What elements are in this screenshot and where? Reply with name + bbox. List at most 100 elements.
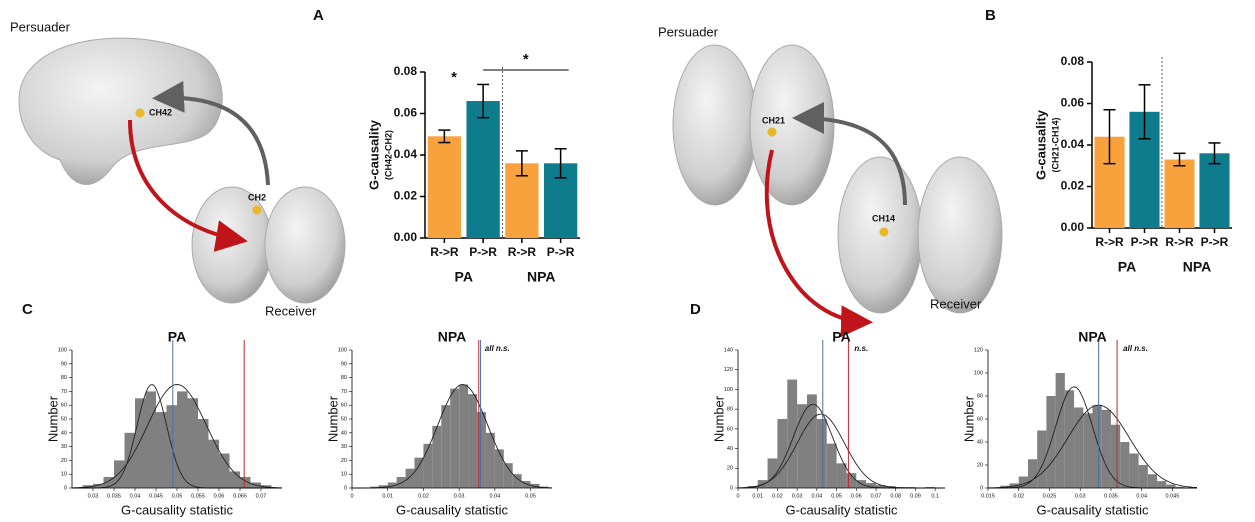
fit-curve — [72, 384, 282, 489]
annotation: all n.s. — [485, 344, 510, 353]
y-axis-label: G-causality — [1033, 109, 1048, 180]
x-tick-label: 0.01 — [382, 493, 393, 499]
x-tick-label: 0.02 — [418, 493, 429, 499]
x-axis-label: G-causality statistic — [121, 502, 233, 517]
chart-title: NPA — [1078, 329, 1107, 345]
x-tick-label: 0.045 — [1166, 493, 1180, 499]
bar — [1199, 153, 1230, 228]
annotation: all n.s. — [1123, 344, 1148, 353]
x-axis-label: G-causality statistic — [786, 502, 898, 517]
role-label: Receiver — [930, 296, 982, 311]
fit-curve — [987, 404, 1198, 489]
y-tick-label: 40 — [727, 446, 733, 452]
histogram-bar — [177, 391, 188, 488]
x-tick-label: 0.05 — [172, 493, 183, 499]
histogram-bar — [836, 463, 847, 488]
histogram-bar — [387, 482, 397, 488]
x-tick-label: R->R — [430, 245, 459, 259]
x-tick-label: 0.035 — [1104, 493, 1118, 499]
histogram-bar — [93, 483, 104, 488]
histogram-bar — [369, 486, 379, 488]
x-tick-label: 0.1 — [931, 493, 939, 499]
x-tick-label: 0.06 — [851, 493, 862, 499]
y-tick-label: 30 — [341, 444, 347, 450]
histogram-bar — [485, 432, 495, 488]
y-tick-label: 20 — [61, 458, 67, 464]
x-tick-label: 0.05 — [831, 493, 842, 499]
y-tick-label: 20 — [977, 462, 983, 468]
x-axis-label: G-causality statistic — [396, 502, 508, 517]
x-tick-label: 0.07 — [256, 493, 267, 499]
histogram-bar — [114, 460, 125, 488]
histogram-bar — [378, 485, 388, 488]
histogram-bar — [530, 483, 540, 488]
channel-label: CH42 — [149, 107, 172, 117]
histogram-bar — [816, 419, 827, 488]
bar — [427, 136, 462, 238]
significance-star: * — [451, 69, 457, 86]
histogram-bar — [240, 476, 251, 488]
histogram-bar — [876, 485, 886, 488]
histogram-bar — [1147, 474, 1158, 488]
histogram-bar — [1092, 405, 1102, 488]
y-tick-label: 10 — [341, 472, 347, 478]
y-axis-label: Number — [961, 395, 976, 442]
chart-title: PA — [832, 329, 850, 345]
histogram-bar — [187, 398, 198, 488]
y-tick-label: 90 — [341, 361, 347, 367]
x-tick-label: 0.06 — [214, 493, 225, 499]
x-axis-label: G-causality statistic — [1037, 502, 1149, 517]
histogram-bar — [135, 398, 146, 488]
y-tick-label: 0 — [344, 485, 347, 491]
x-tick-label: 0.035 — [107, 493, 121, 499]
y-tick-label: 100 — [338, 347, 347, 353]
y-tick-label: 0.04 — [1061, 137, 1085, 151]
histogram-bar — [777, 419, 788, 488]
histogram-bar — [787, 379, 798, 488]
x-tick-label: 0 — [736, 493, 739, 499]
y-tick-label: 70 — [341, 389, 347, 395]
panel-label: A — [313, 7, 324, 24]
y-tick-label: 60 — [341, 403, 347, 409]
y-tick-label: 0.02 — [1061, 179, 1085, 193]
role-label: Persuader — [10, 19, 71, 34]
role-label: Receiver — [265, 303, 317, 318]
x-tick-label: 0.05 — [525, 493, 536, 499]
x-tick-label: 0.09 — [910, 493, 921, 499]
histogram-bar — [1175, 486, 1185, 488]
histogram-bar — [405, 468, 415, 488]
x-tick-label: 0.03 — [792, 493, 803, 499]
x-tick-label: 0.03 — [88, 493, 99, 499]
chart-title: NPA — [438, 329, 467, 345]
x-tick-label: 0.015 — [981, 493, 995, 499]
y-tick-label: 40 — [61, 430, 67, 436]
y-tick-label: 0.00 — [1061, 220, 1085, 234]
y-tick-label: 60 — [977, 416, 983, 422]
y-tick-label: 0.08 — [394, 64, 418, 78]
y-tick-label: 0.04 — [394, 147, 418, 161]
y-tick-label: 140 — [724, 347, 733, 353]
y-tick-label: 100 — [974, 370, 983, 376]
histogram-bar — [103, 476, 114, 488]
histogram-bar — [846, 473, 857, 488]
chart-title: PA — [168, 329, 186, 345]
y-tick-label: 0.06 — [394, 106, 418, 120]
histogram-bar — [1074, 407, 1084, 488]
histogram-bar — [396, 476, 406, 488]
histogram-bar — [459, 384, 469, 488]
histogram-bar — [414, 457, 424, 488]
channel-label: CH2 — [248, 192, 266, 202]
x-tick-label: R->R — [1095, 235, 1124, 249]
bar — [466, 101, 500, 238]
histogram-bar — [156, 412, 167, 488]
histogram-bar — [423, 443, 433, 488]
x-tick-label: P->R — [1131, 235, 1159, 249]
histogram-bar — [512, 474, 522, 488]
x-tick-label: 0.04 — [489, 493, 500, 499]
annotation: n.s. — [854, 344, 868, 353]
panel-label: D — [690, 301, 701, 318]
x-tick-label: 0.045 — [149, 493, 163, 499]
panel-label: C — [22, 301, 33, 318]
histogram-bar — [145, 391, 156, 488]
group-label: PA — [455, 269, 473, 285]
